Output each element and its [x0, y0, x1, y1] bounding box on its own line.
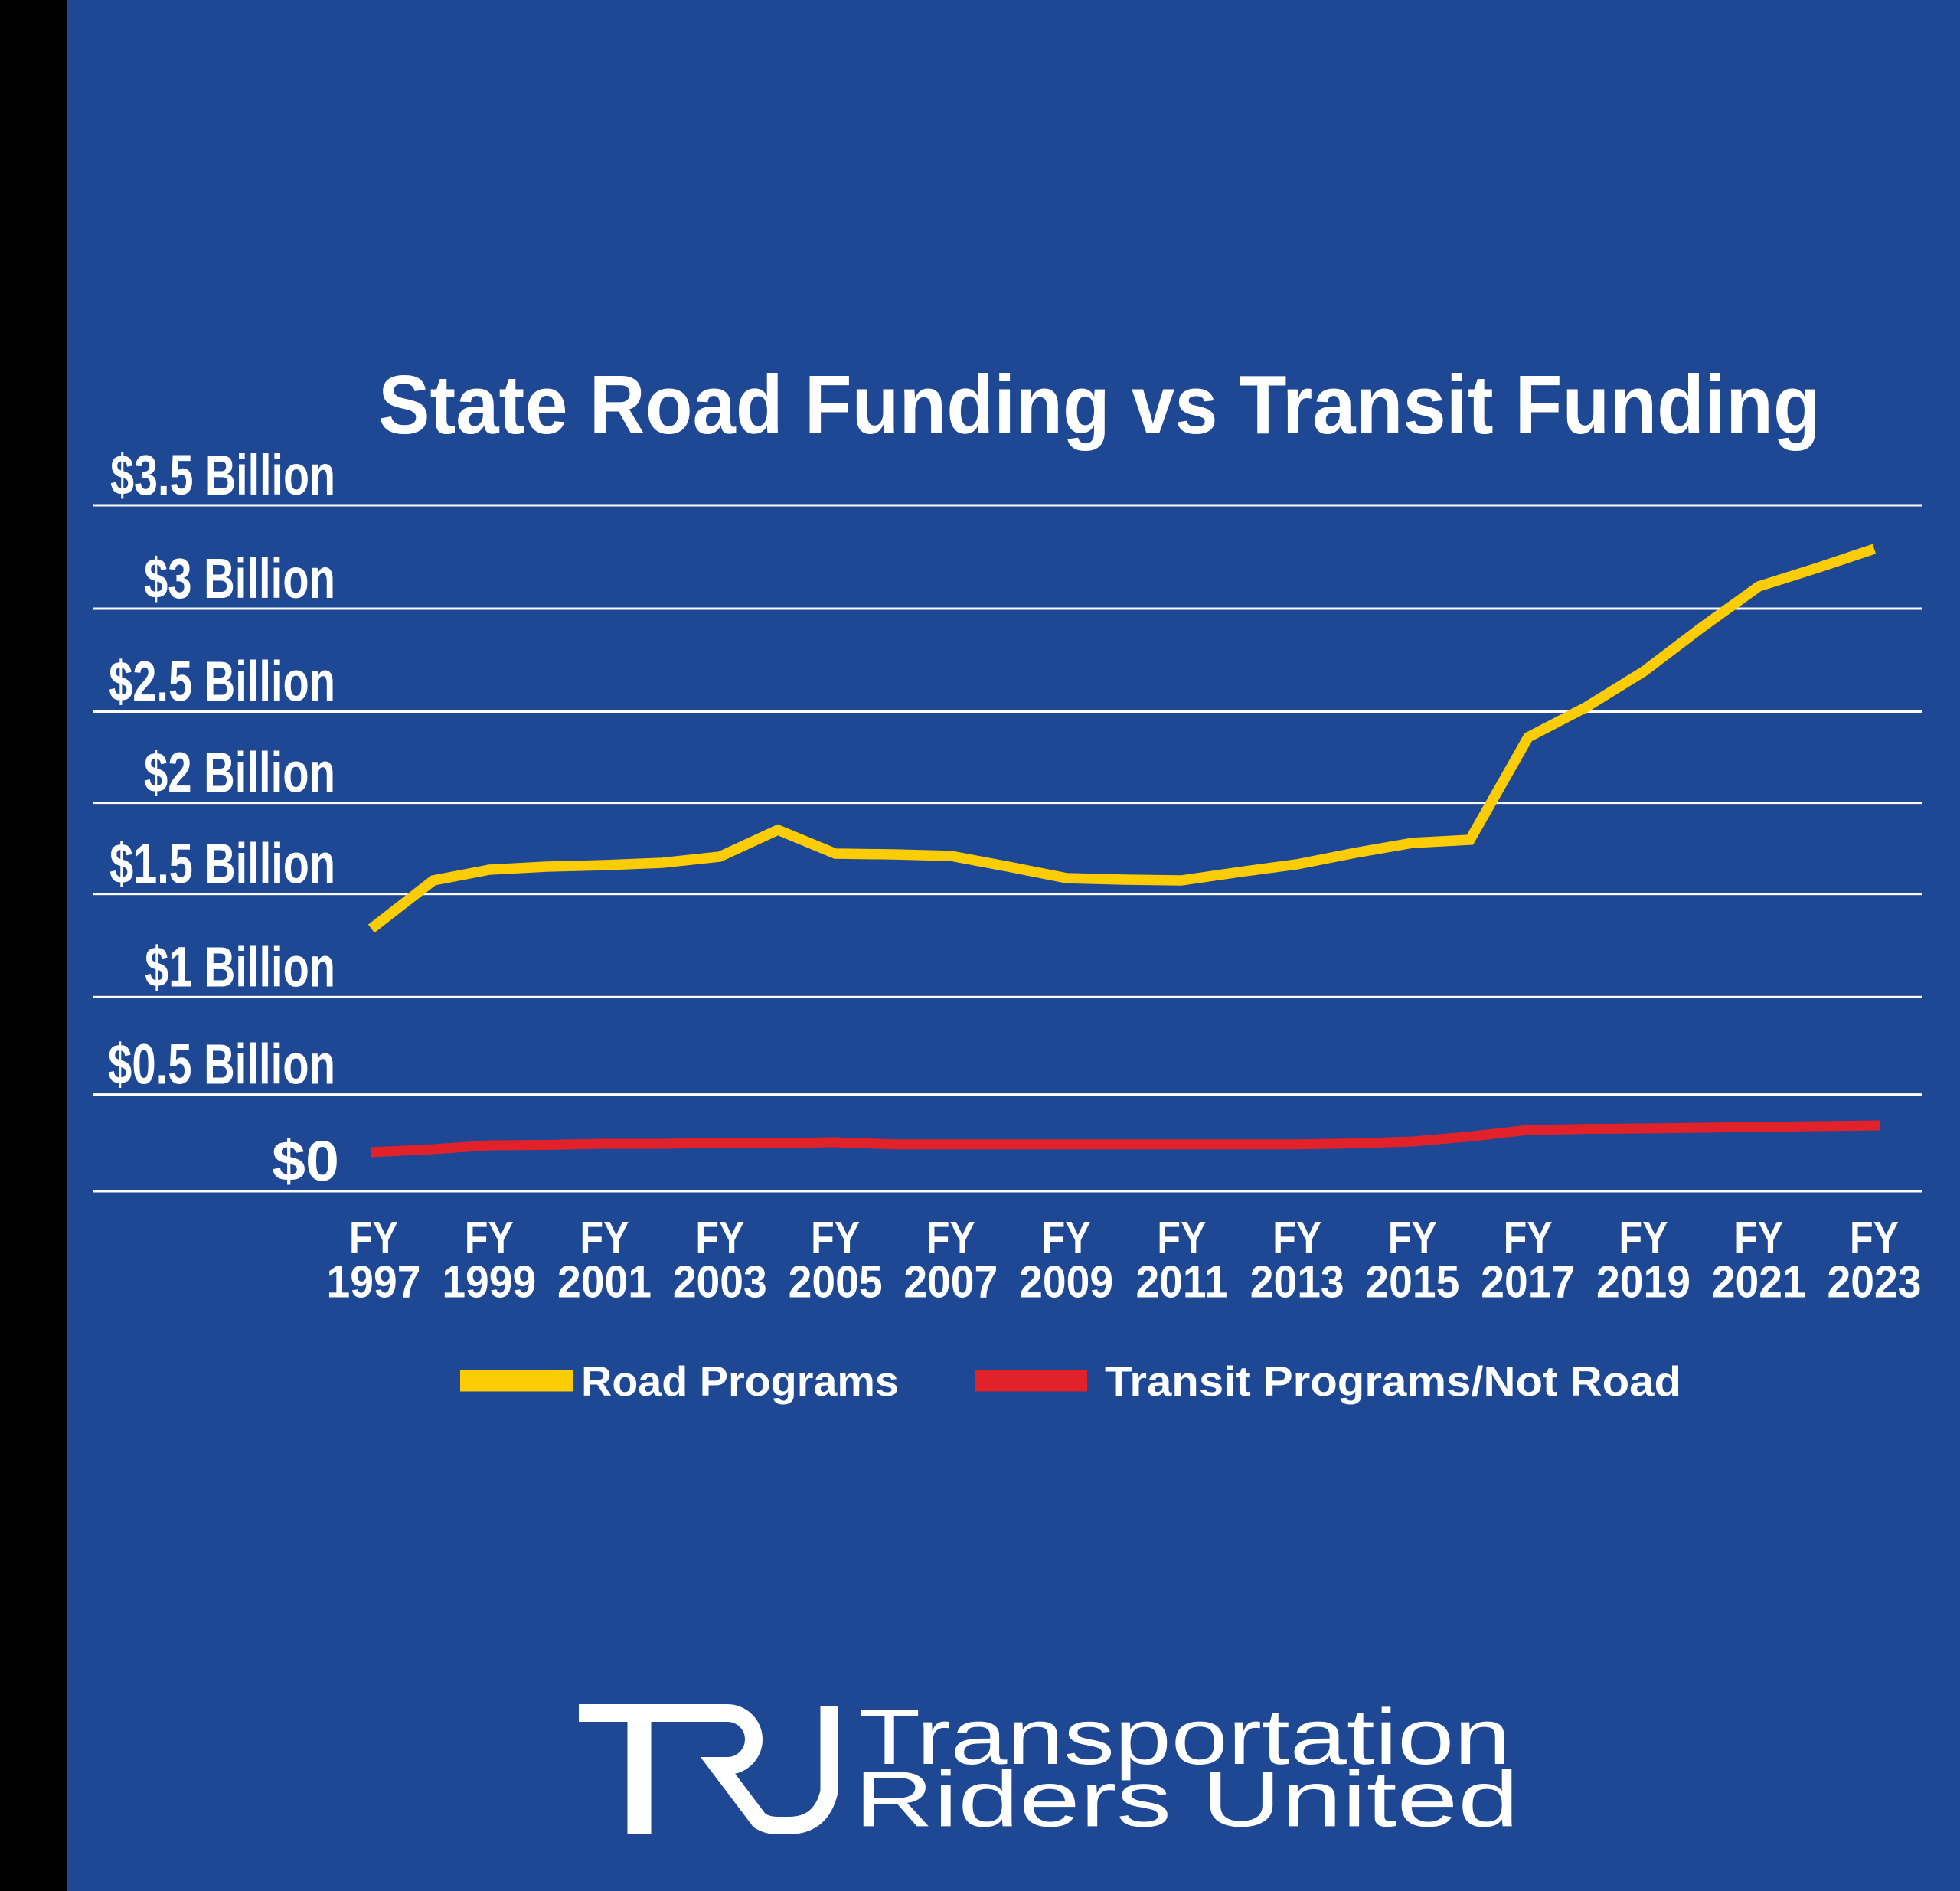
- svg-text:FY: FY: [1734, 1212, 1783, 1263]
- svg-text:2001: 2001: [557, 1257, 652, 1308]
- svg-text:2009: 2009: [1019, 1257, 1113, 1308]
- svg-text:2011: 2011: [1135, 1257, 1227, 1308]
- svg-text:$2.5 Billion: $2.5 Billion: [109, 650, 335, 713]
- svg-text:1999: 1999: [442, 1257, 536, 1308]
- svg-text:2021: 2021: [1712, 1257, 1806, 1308]
- svg-text:Transportation: Transportation: [858, 1693, 1511, 1781]
- svg-text:FY: FY: [1157, 1212, 1206, 1263]
- svg-text:State Road Funding vs Transit: State Road Funding vs Transit Funding: [378, 359, 1821, 452]
- svg-text:$1 Billion: $1 Billion: [145, 936, 335, 998]
- svg-text:2015: 2015: [1365, 1257, 1459, 1308]
- svg-text:2007: 2007: [903, 1257, 998, 1308]
- svg-text:FY: FY: [465, 1212, 514, 1263]
- svg-text:Road Programs: Road Programs: [581, 1358, 899, 1405]
- svg-text:FY: FY: [1504, 1212, 1553, 1263]
- svg-text:Transit Programs/Not Road: Transit Programs/Not Road: [1105, 1358, 1681, 1405]
- svg-text:$1.5 Billion: $1.5 Billion: [109, 832, 335, 895]
- svg-text:Riders United: Riders United: [854, 1755, 1519, 1844]
- svg-text:1997: 1997: [327, 1257, 421, 1308]
- svg-text:2005: 2005: [789, 1257, 883, 1308]
- svg-text:2003: 2003: [673, 1257, 767, 1308]
- svg-text:FY: FY: [1619, 1212, 1668, 1263]
- svg-text:FY: FY: [1272, 1212, 1321, 1263]
- svg-text:$0.5 Billion: $0.5 Billion: [108, 1033, 335, 1096]
- svg-text:2023: 2023: [1828, 1257, 1922, 1308]
- svg-text:2019: 2019: [1596, 1257, 1690, 1308]
- svg-text:2017: 2017: [1481, 1257, 1575, 1308]
- svg-text:$0: $0: [272, 1130, 339, 1193]
- svg-text:$3.5 Billion: $3.5 Billion: [110, 443, 335, 506]
- svg-text:FY: FY: [926, 1212, 975, 1263]
- svg-text:$2 Billion: $2 Billion: [144, 741, 335, 804]
- svg-text:FY: FY: [1850, 1212, 1899, 1263]
- svg-text:$3 Billion: $3 Billion: [144, 547, 335, 610]
- svg-text:2013: 2013: [1250, 1257, 1344, 1308]
- svg-text:FY: FY: [811, 1212, 860, 1263]
- svg-text:FY: FY: [1042, 1212, 1091, 1263]
- svg-text:FY: FY: [580, 1212, 629, 1263]
- svg-text:FY: FY: [349, 1212, 398, 1263]
- svg-text:FY: FY: [695, 1212, 744, 1263]
- svg-text:FY: FY: [1388, 1212, 1437, 1263]
